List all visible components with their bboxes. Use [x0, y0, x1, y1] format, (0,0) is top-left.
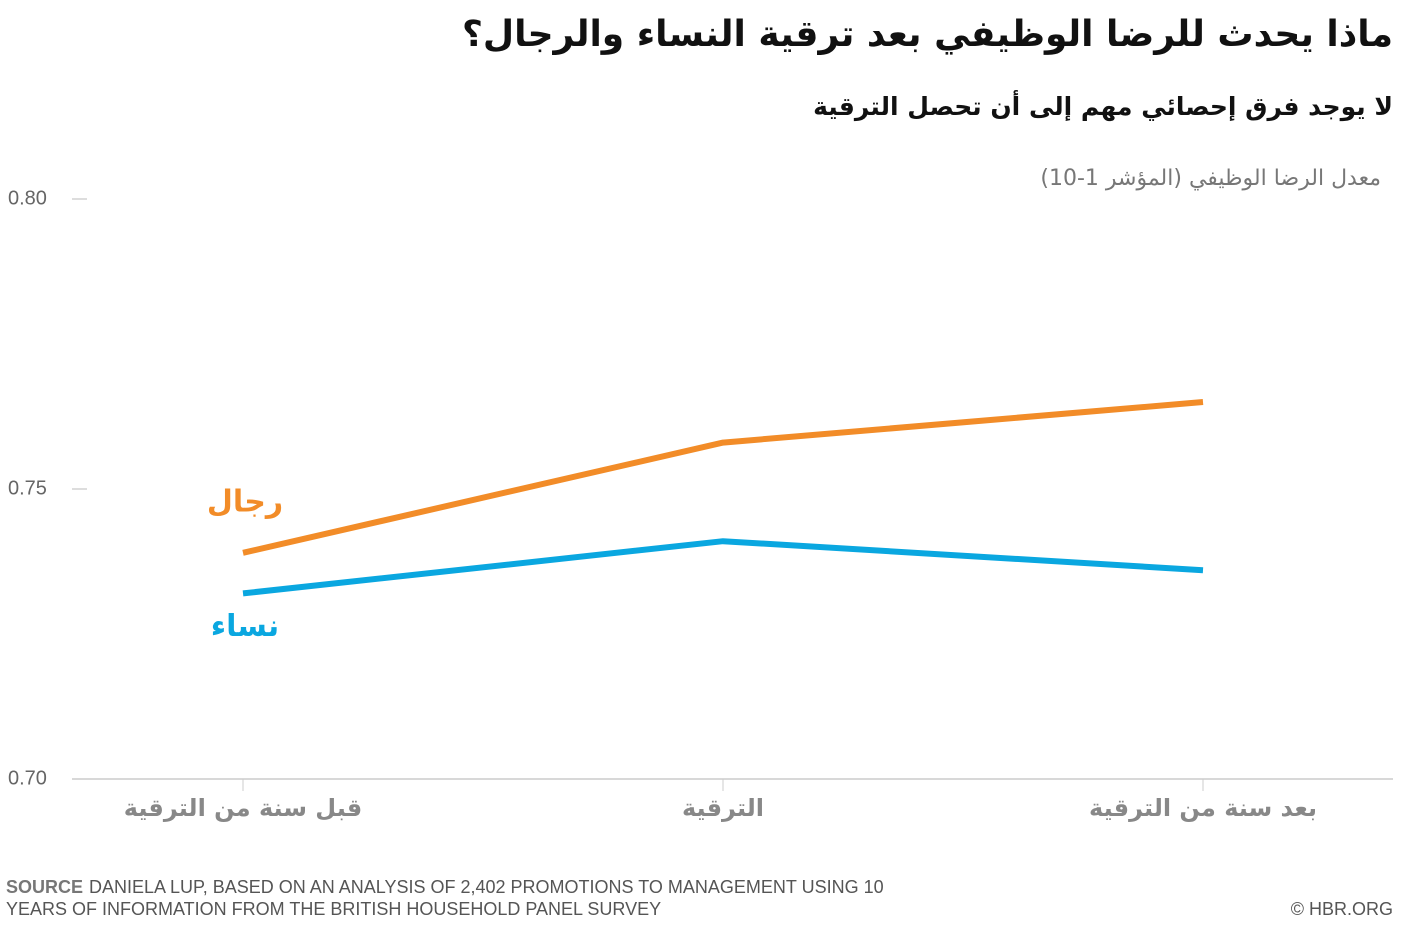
source-label: SOURCE — [6, 877, 84, 897]
y-tick-label: 0.80 — [8, 187, 47, 209]
series-line — [242, 399, 1204, 556]
chart-subtitle: لا يوجد فرق إحصائي مهم إلى أن تحصل الترق… — [813, 92, 1393, 121]
series-line — [242, 538, 1204, 597]
series-label: رجال — [207, 484, 283, 519]
x-tick-label: قبل سنة من الترقية — [124, 794, 362, 822]
chart-title: ماذا يحدث للرضا الوظيفي بعد ترقية النساء… — [461, 14, 1394, 55]
y-tick-label: 0.70 — [8, 767, 47, 789]
source-text: DANIELA LUP, BASED ON AN ANALYSIS OF 2,4… — [6, 877, 884, 919]
x-tick-label: الترقية — [682, 794, 764, 822]
x-tick-label: بعد سنة من الترقية — [1089, 794, 1317, 822]
copyright: © HBR.ORG — [1290, 899, 1393, 919]
source-note: SOURCE DANIELA LUP, BASED ON AN ANALYSIS … — [6, 876, 926, 920]
y-tick-label: 0.75 — [8, 477, 47, 499]
y-axis-label: معدل الرضا الوظيفي (المؤشر 1-10) — [1040, 166, 1381, 191]
series-label: نساء — [211, 609, 279, 644]
